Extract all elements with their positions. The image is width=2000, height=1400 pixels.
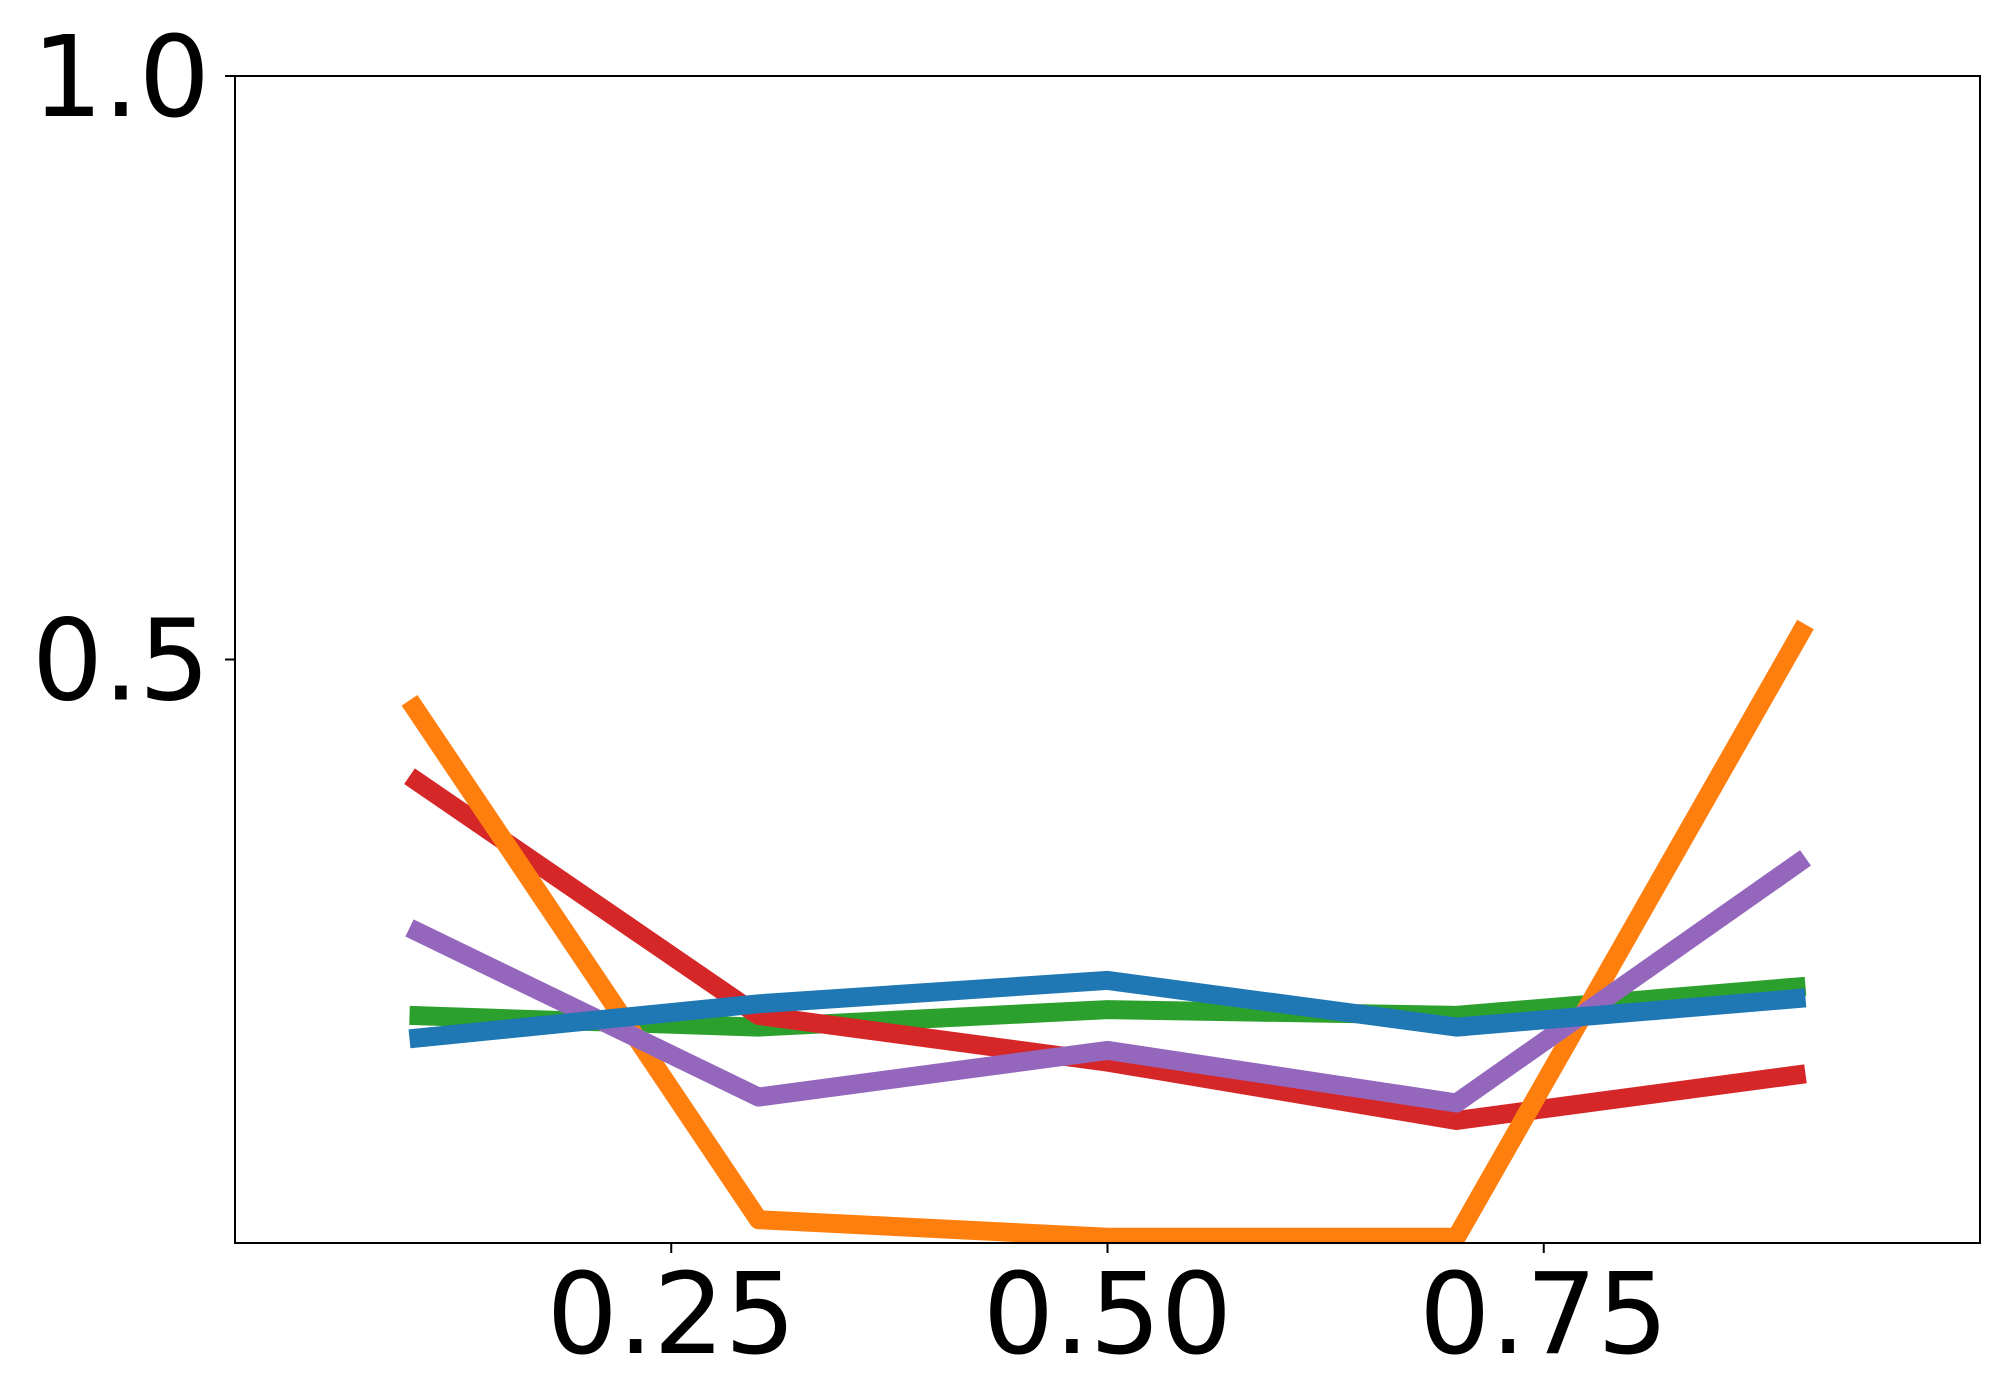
y-tick-label-2: 1.0 xyxy=(32,13,210,143)
x-tick-label-3: 0.75 xyxy=(1419,1250,1668,1380)
series-line-2 xyxy=(404,768,1807,1130)
ticks-layer: 0.25 0.50 0.75 0.5 1.0 xyxy=(32,13,1669,1380)
series-line-5 xyxy=(408,970,1807,1049)
y-tick-label-1: 0.5 xyxy=(32,597,210,727)
x-tick-label-2: 0.50 xyxy=(983,1250,1232,1380)
series-layer xyxy=(401,619,1814,1243)
x-tick-label-1: 0.25 xyxy=(547,1250,796,1380)
